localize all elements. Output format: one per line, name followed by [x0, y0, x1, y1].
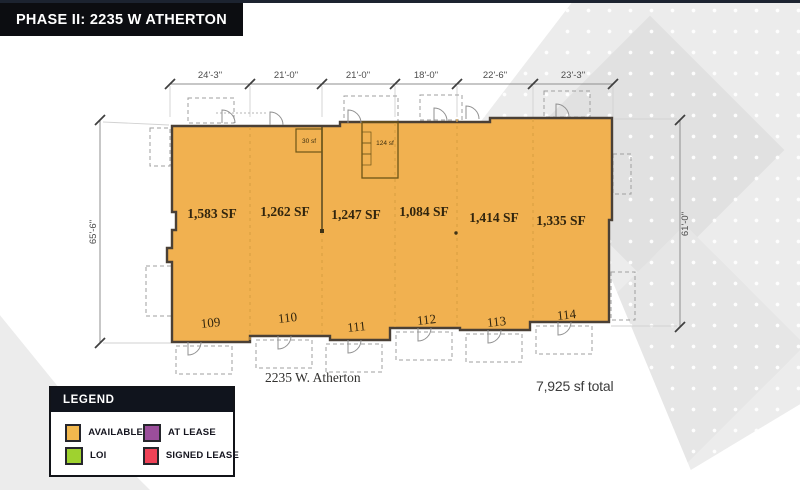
dimension-line-right: 61'-0"	[674, 114, 691, 333]
dimension-label: 22'-6"	[483, 70, 507, 81]
dimension-label: 61'-0"	[680, 212, 691, 236]
building-outline	[165, 116, 614, 344]
dimension-line-top: 24'-3" 21'-0" 21'-0" 18'-0" 22'-6" 23'-3…	[164, 70, 619, 90]
unit-number: 111	[347, 318, 367, 335]
top-border-line	[0, 0, 800, 3]
dimension-label: 23'-3"	[561, 70, 585, 81]
unit-number: 112	[416, 311, 436, 328]
legend-item-label: AVAILABLE	[88, 427, 143, 438]
room-124sf: 124 sf	[361, 121, 399, 179]
legend-item-signed-lease: SIGNED LEASE	[143, 444, 239, 467]
unit-separators	[249, 119, 534, 341]
unit-number: 113	[486, 313, 506, 330]
dimension-label: 18'-0"	[414, 70, 438, 81]
dimension-extension-lines	[102, 86, 677, 344]
unit-number: 109	[200, 314, 221, 331]
unit-area: 1,247 SF	[331, 207, 381, 222]
legend-item-available: AVAILABLE	[65, 421, 143, 444]
dimension-label: 21'-0"	[274, 70, 298, 81]
unit-area-labels: 1,583 SF 1,262 SF 1,247 SF 1,084 SF 1,41…	[187, 204, 586, 228]
legend-item-label: AT LEASE	[168, 427, 216, 438]
unit-area: 1,084 SF	[399, 204, 449, 219]
loi-swatch	[65, 446, 83, 465]
legend: LEGEND AVAILABLE AT LEASE LOI SIGNED LEA…	[49, 386, 239, 477]
title-bar: PHASE II: 2235 W ATHERTON	[0, 3, 243, 36]
dimension-label: 21'-0"	[346, 70, 370, 81]
unit-area: 1,335 SF	[536, 213, 586, 228]
room-label: 30 sf	[302, 138, 316, 145]
legend-body: AVAILABLE AT LEASE LOI SIGNED LEASE	[51, 412, 239, 475]
unit-area: 1,262 SF	[260, 204, 310, 219]
legend-title: LEGEND	[63, 394, 115, 406]
dimension-line-left: 65'-6"	[88, 114, 106, 349]
unit-area: 1,583 SF	[187, 206, 237, 221]
at-lease-swatch	[143, 423, 161, 442]
room-30sf: 30 sf	[295, 128, 323, 153]
room-label: 124 sf	[376, 140, 394, 147]
legend-header: LEGEND	[51, 388, 233, 412]
unit-number-labels: 109 110 111 112 113 114	[200, 306, 577, 335]
unit-number: 114	[556, 306, 577, 323]
dimension-label: 24'-3"	[198, 70, 222, 81]
total-sf-caption: 7,925 sf total	[536, 378, 614, 394]
page-title: PHASE II: 2235 W ATHERTON	[15, 11, 228, 28]
legend-item-label: LOI	[90, 450, 107, 461]
dimension-label: 65'-6"	[88, 220, 99, 244]
unit-area: 1,414 SF	[469, 210, 519, 225]
unit-number: 110	[277, 309, 297, 326]
address-caption: 2235 W. Atherton	[265, 370, 361, 385]
signed-lease-swatch	[143, 446, 159, 465]
legend-item-loi: LOI	[65, 444, 143, 467]
door-swing-arcs	[187, 103, 572, 356]
legend-item-label: SIGNED LEASE	[165, 450, 239, 461]
available-swatch	[65, 423, 82, 442]
legend-item-at-lease: AT LEASE	[143, 421, 239, 444]
